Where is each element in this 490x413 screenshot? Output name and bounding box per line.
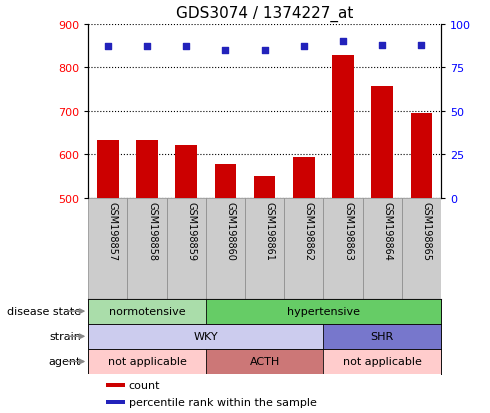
Bar [323, 349, 441, 374]
Bar [206, 198, 245, 299]
Text: count: count [129, 380, 160, 390]
Point [182, 44, 190, 51]
Bar [371, 87, 393, 413]
Bar [167, 198, 206, 299]
Text: disease state: disease state [7, 306, 81, 316]
Text: hypertensive: hypertensive [287, 306, 360, 316]
Text: GSM198858: GSM198858 [147, 202, 157, 260]
Bar [411, 114, 432, 413]
Text: GSM198864: GSM198864 [382, 202, 392, 260]
Bar [402, 198, 441, 299]
Bar [293, 157, 315, 413]
Point [143, 44, 151, 51]
Text: GSM198863: GSM198863 [343, 202, 353, 260]
Title: GDS3074 / 1374227_at: GDS3074 / 1374227_at [176, 6, 353, 22]
Bar [206, 349, 323, 374]
Point [417, 42, 425, 49]
Point [104, 44, 112, 51]
Text: SHR: SHR [370, 332, 394, 342]
Text: GSM198859: GSM198859 [186, 202, 196, 260]
Text: GSM198865: GSM198865 [421, 202, 431, 260]
Bar [175, 146, 197, 413]
Bar [88, 349, 206, 374]
Text: GSM198862: GSM198862 [304, 202, 314, 260]
Bar [136, 141, 158, 413]
Point [300, 44, 308, 51]
Bar [323, 324, 441, 349]
Bar [284, 198, 323, 299]
Text: GSM198860: GSM198860 [225, 202, 235, 260]
Bar [88, 324, 323, 349]
Bar [127, 198, 167, 299]
Bar [97, 141, 119, 413]
Text: ACTH: ACTH [249, 357, 280, 367]
Text: GSM198857: GSM198857 [108, 202, 118, 260]
Text: percentile rank within the sample: percentile rank within the sample [129, 397, 317, 407]
Point [378, 42, 386, 49]
Text: not applicable: not applicable [108, 357, 186, 367]
Bar [88, 198, 127, 299]
Text: WKY: WKY [194, 332, 218, 342]
Bar [88, 299, 206, 324]
Bar [215, 164, 236, 413]
Bar [323, 198, 363, 299]
Text: GSM198861: GSM198861 [265, 202, 274, 260]
Point [221, 47, 229, 54]
Bar [206, 299, 441, 324]
Bar [332, 56, 354, 413]
Text: normotensive: normotensive [109, 306, 185, 316]
Bar [254, 177, 275, 413]
Text: strain: strain [49, 332, 81, 342]
Point [339, 39, 347, 45]
Bar [245, 198, 284, 299]
Text: agent: agent [49, 357, 81, 367]
Bar [363, 198, 402, 299]
Bar [106, 400, 125, 404]
Text: not applicable: not applicable [343, 357, 421, 367]
Point [261, 47, 269, 54]
Bar [106, 383, 125, 387]
